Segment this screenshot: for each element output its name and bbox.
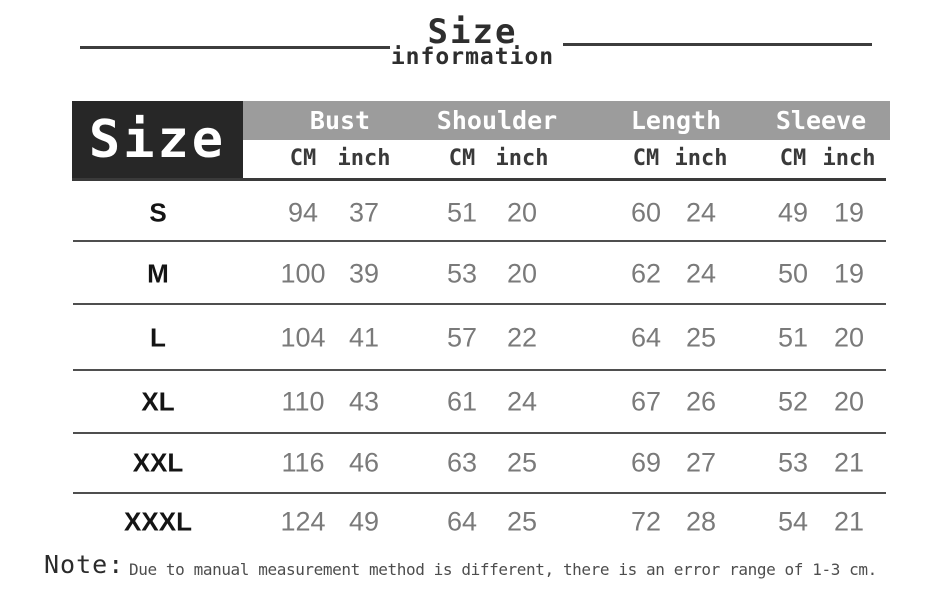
cell-shoulder-inch: 20 <box>506 197 538 228</box>
note-text: Due to manual measurement method is diff… <box>129 560 877 579</box>
cell-bust-cm: 116 <box>281 447 325 478</box>
title-divider-left <box>80 46 390 49</box>
cell-size: M <box>147 258 169 289</box>
cell-size: XXXL <box>124 506 192 537</box>
cell-length-inch: 27 <box>685 447 717 478</box>
cell-bust-inch: 49 <box>348 506 380 537</box>
cell-sleeve-inch: 19 <box>833 197 865 228</box>
page-subtitle: information <box>390 44 555 70</box>
cell-bust-inch: 37 <box>348 197 380 228</box>
column-header-length: Length <box>630 106 722 135</box>
cell-length-cm: 60 <box>630 197 662 228</box>
cell-length-cm: 69 <box>630 447 662 478</box>
cell-length-cm: 72 <box>630 506 662 537</box>
table-row-xl: XL 110 43 61 24 67 26 52 20 <box>0 373 945 431</box>
cell-shoulder-inch: 20 <box>506 258 538 289</box>
cell-bust-cm: 124 <box>280 506 326 537</box>
column-header-shoulder: Shoulder <box>436 106 558 135</box>
unit-header-bust-cm: CM <box>289 146 317 171</box>
cell-bust-inch: 39 <box>348 258 380 289</box>
cell-sleeve-inch: 21 <box>833 506 865 537</box>
cell-length-cm: 62 <box>630 258 662 289</box>
cell-size: L <box>150 322 166 353</box>
cell-bust-cm: 94 <box>287 197 319 228</box>
unit-header-shoulder-cm: CM <box>448 146 476 171</box>
cell-size: XL <box>141 386 175 417</box>
row-divider <box>73 492 886 494</box>
unit-header-sleeve-inch: inch <box>822 146 876 171</box>
table-row-l: L 104 41 57 22 64 25 51 20 <box>0 309 945 367</box>
cell-shoulder-cm: 57 <box>446 322 478 353</box>
cell-shoulder-cm: 51 <box>446 197 478 228</box>
cell-shoulder-cm: 63 <box>446 447 478 478</box>
cell-sleeve-cm: 53 <box>777 447 809 478</box>
header-divider <box>72 178 886 181</box>
note-label: Note: <box>44 550 125 579</box>
cell-length-inch: 24 <box>685 197 717 228</box>
column-header-sleeve: Sleeve <box>775 106 867 135</box>
cell-bust-cm: 100 <box>280 258 326 289</box>
cell-length-inch: 25 <box>685 322 717 353</box>
cell-sleeve-cm: 50 <box>777 258 809 289</box>
cell-bust-inch: 43 <box>348 386 380 417</box>
unit-header-sleeve-cm: CM <box>779 146 807 171</box>
row-divider <box>73 432 886 434</box>
cell-length-cm: 67 <box>630 386 662 417</box>
cell-sleeve-cm: 54 <box>777 506 809 537</box>
table-row-xxxl: XXXL 124 49 64 25 72 28 54 21 <box>0 493 945 551</box>
unit-header-shoulder-inch: inch <box>495 146 549 171</box>
table-corner-header: Size <box>72 101 243 178</box>
row-divider <box>73 240 886 242</box>
unit-header-length-cm: CM <box>632 146 660 171</box>
table-row-s: S 94 37 51 20 60 24 49 19 <box>0 184 945 242</box>
page-title: Size <box>427 12 518 52</box>
cell-shoulder-inch: 25 <box>506 447 538 478</box>
column-header-bust: Bust <box>309 106 371 135</box>
cell-shoulder-cm: 61 <box>446 386 478 417</box>
cell-shoulder-inch: 22 <box>506 322 538 353</box>
table-header-bar <box>243 101 890 140</box>
unit-header-bust-inch: inch <box>337 146 391 171</box>
cell-sleeve-inch: 19 <box>833 258 865 289</box>
cell-length-inch: 28 <box>685 506 717 537</box>
cell-bust-inch: 41 <box>348 322 380 353</box>
cell-sleeve-cm: 52 <box>777 386 809 417</box>
cell-bust-inch: 46 <box>348 447 380 478</box>
cell-length-cm: 64 <box>630 322 662 353</box>
unit-header-length-inch: inch <box>674 146 728 171</box>
cell-shoulder-inch: 25 <box>506 506 538 537</box>
cell-length-inch: 24 <box>685 258 717 289</box>
cell-size: S <box>149 197 167 228</box>
table-row-m: M 100 39 53 20 62 24 50 19 <box>0 245 945 303</box>
cell-shoulder-cm: 53 <box>446 258 478 289</box>
cell-size: XXL <box>132 447 184 478</box>
cell-sleeve-cm: 51 <box>777 322 809 353</box>
table-row-xxl: XXL 116 46 63 25 69 27 53 21 <box>0 434 945 492</box>
row-divider <box>73 369 886 371</box>
cell-bust-cm: 110 <box>281 386 325 417</box>
cell-bust-cm: 104 <box>280 322 326 353</box>
cell-length-inch: 26 <box>685 386 717 417</box>
cell-sleeve-cm: 49 <box>777 197 809 228</box>
row-divider <box>73 303 886 305</box>
cell-sleeve-inch: 21 <box>833 447 865 478</box>
cell-sleeve-inch: 20 <box>833 386 865 417</box>
cell-shoulder-inch: 24 <box>506 386 538 417</box>
title-divider-right <box>563 43 872 46</box>
cell-shoulder-cm: 64 <box>446 506 478 537</box>
cell-sleeve-inch: 20 <box>833 322 865 353</box>
